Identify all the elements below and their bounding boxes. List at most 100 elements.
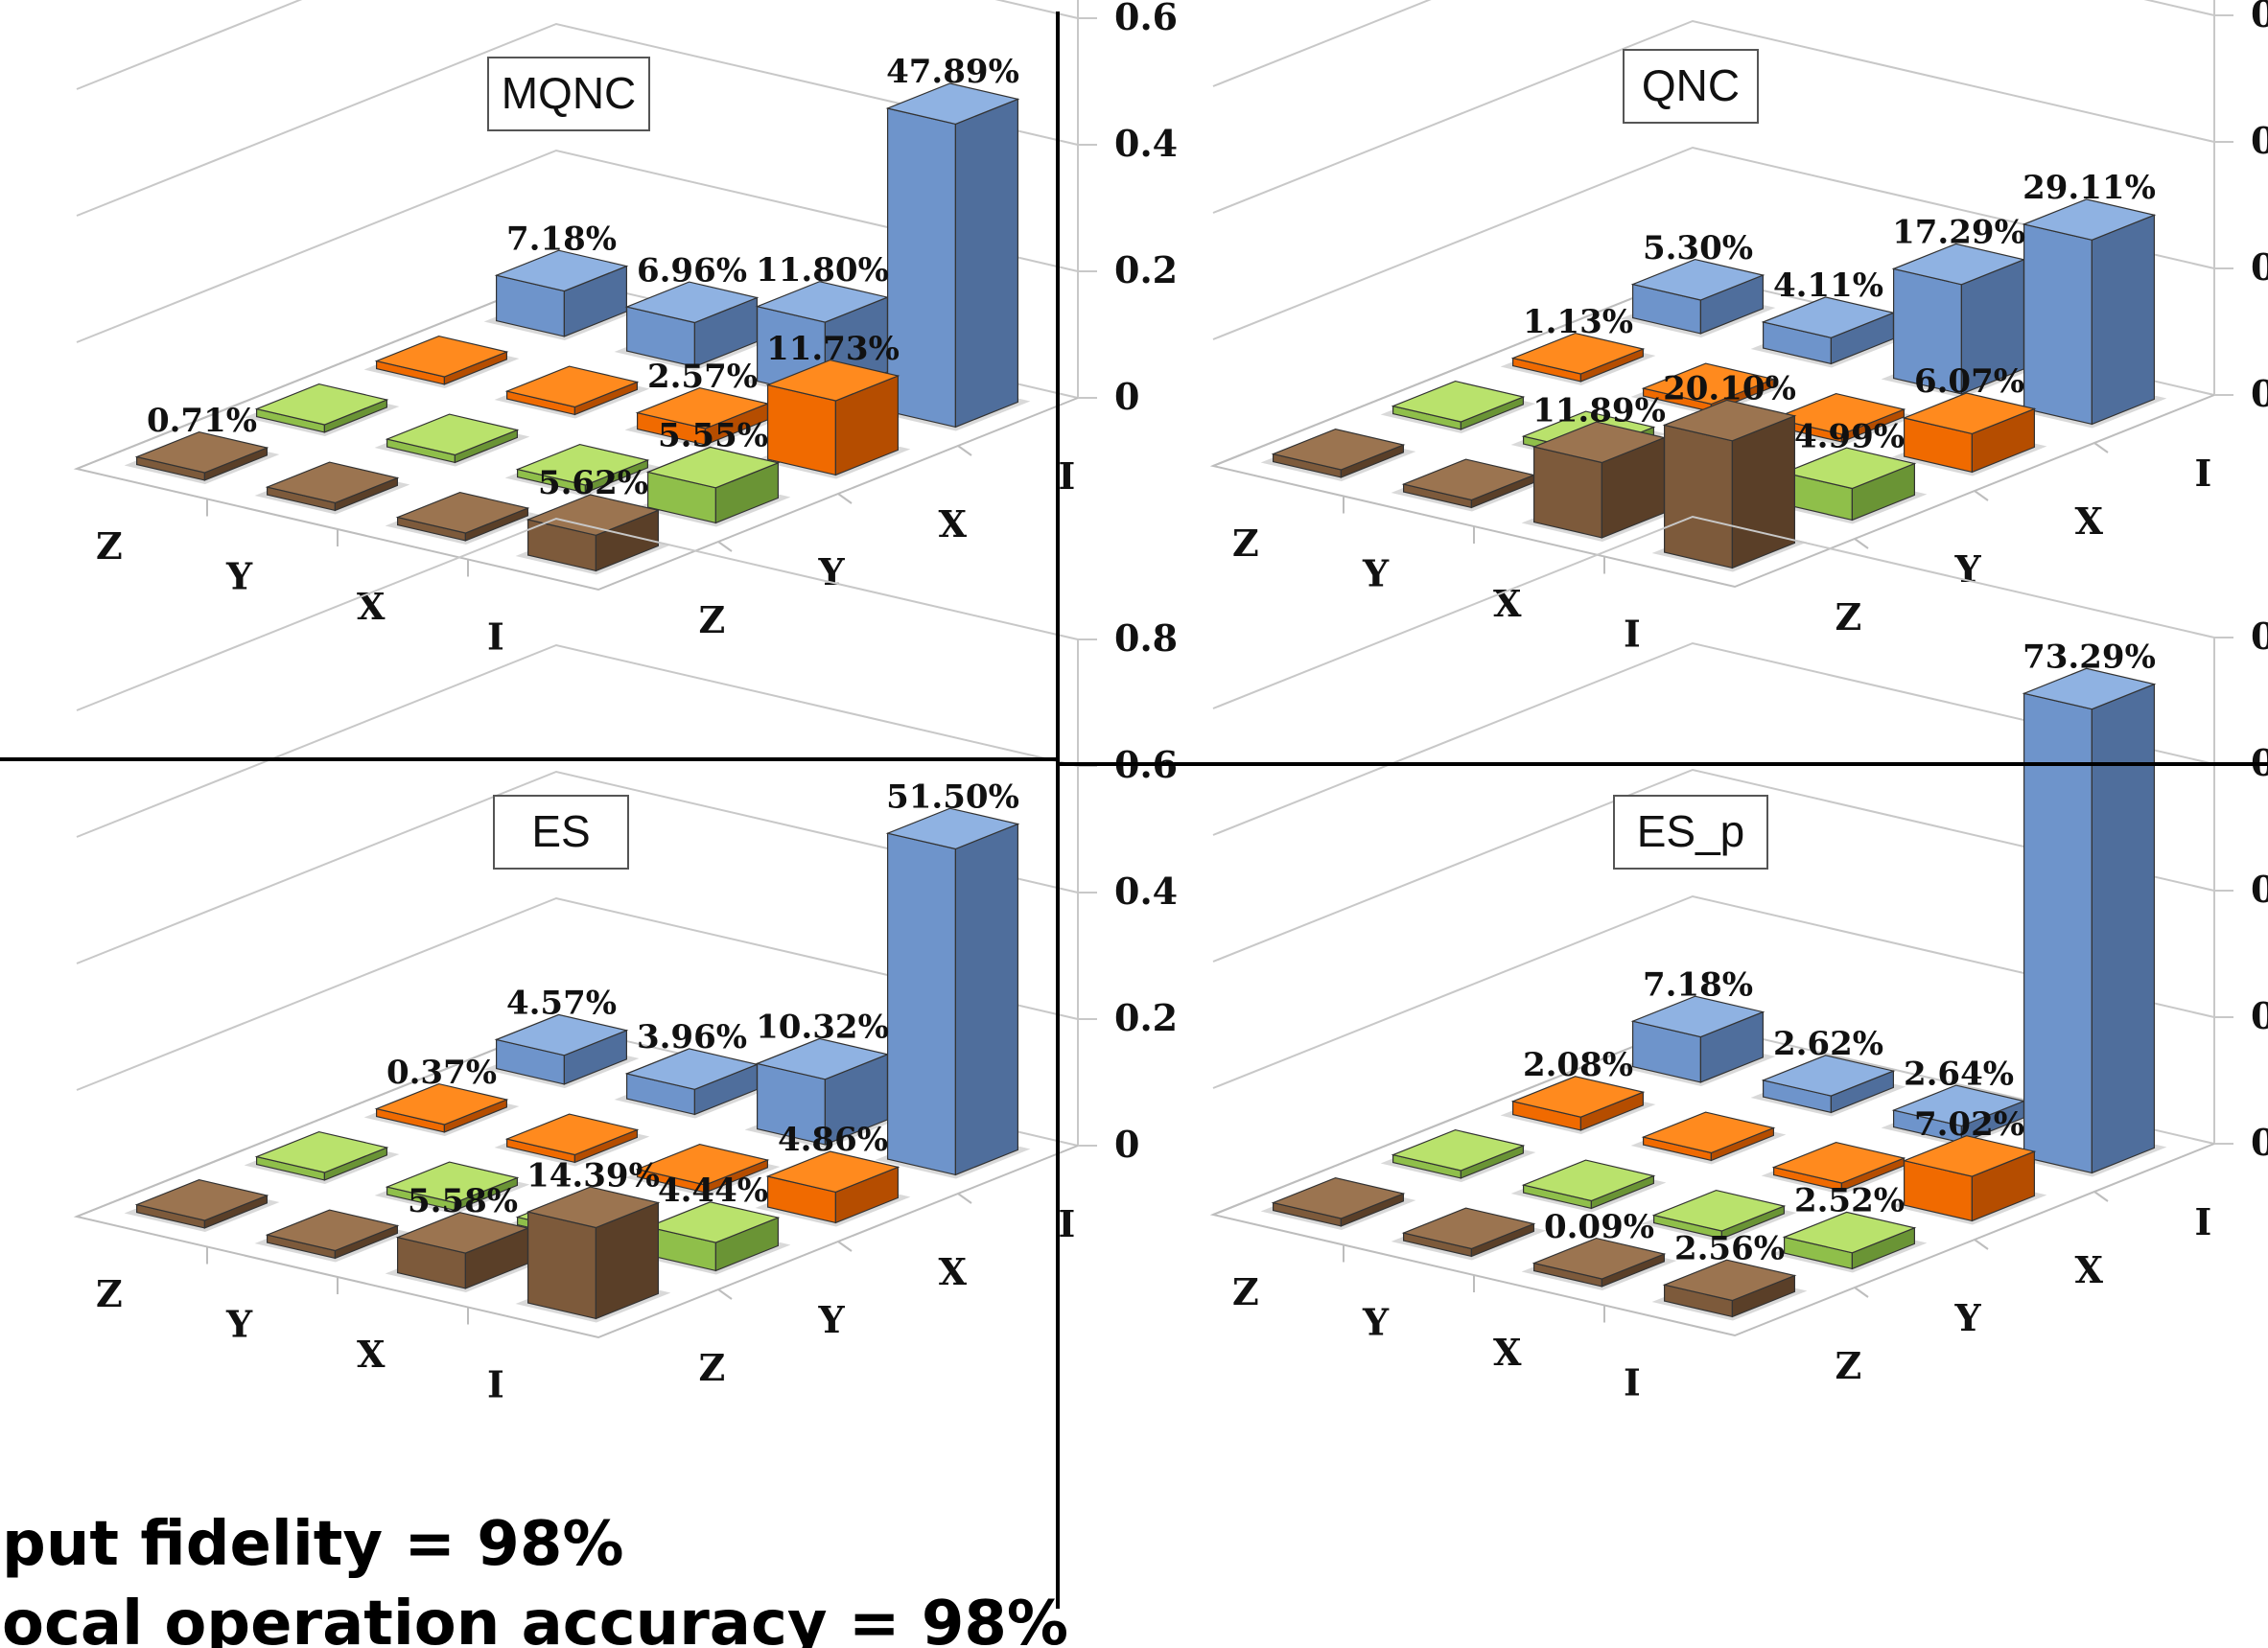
- bar-es-p-ix: [1891, 1135, 2047, 1225]
- bar-top-face: [885, 807, 1020, 850]
- row-axis-label: Y: [1362, 1300, 1390, 1343]
- bar-mqnc-yz: [254, 461, 410, 515]
- bar-top-face: [1391, 1128, 1526, 1172]
- chart-panels: 0.8 0.6 0.4 0.2 0 Z Y X I Z Y X I 7.18% 6.96%11.80% 47.…: [73, 0, 2268, 1405]
- data-label: 3.96%: [637, 1018, 747, 1056]
- data-label: 10.32%: [756, 1009, 889, 1047]
- bar-es-p-yz: [1391, 1207, 1547, 1261]
- floor-tick: [717, 541, 733, 552]
- data-label: 6.96%: [637, 251, 747, 290]
- col-axis-label: Y: [818, 550, 846, 593]
- data-label: 6.07%: [1914, 362, 2024, 401]
- col-axis-label: I: [2195, 452, 2212, 495]
- row-axis-label: X: [357, 585, 386, 628]
- title-box: [493, 795, 629, 870]
- z-tick-label: 0.8: [1114, 616, 1178, 660]
- bar-top-face: [385, 413, 520, 456]
- gridline: [76, 517, 1079, 711]
- data-label: 2.57%: [647, 358, 758, 396]
- floor-tick: [1854, 538, 1869, 549]
- data-label: 5.30%: [1643, 229, 1753, 267]
- bar-qnc-ii: [2011, 198, 2167, 429]
- data-label: 2.08%: [1523, 1046, 1633, 1084]
- bar-top-face: [254, 383, 389, 426]
- floor-tick: [2093, 1191, 2109, 1202]
- bar-top-face: [1771, 392, 1906, 435]
- bar-mqnc-yi: [614, 281, 770, 371]
- floor-tick: [1854, 1287, 1869, 1298]
- bar-top-face: [624, 281, 760, 324]
- bar-side-face: [1731, 414, 1796, 569]
- bar-top-face: [1510, 332, 1646, 375]
- bar-qnc-yz: [1391, 458, 1547, 512]
- z-tick-label: 0.6: [1114, 0, 1178, 38]
- col-axis-label: Y: [1954, 1296, 1982, 1339]
- bar-mqnc-zx: [363, 335, 520, 388]
- bar-top-face: [765, 359, 900, 402]
- floor-tick: [1974, 1239, 1989, 1250]
- bar-mqnc-zi: [483, 249, 640, 340]
- row-axis-label: I: [487, 615, 504, 658]
- bar-top-face: [254, 1130, 389, 1173]
- z-tick-label: 0.8: [2251, 615, 2268, 658]
- title-box: [1623, 49, 1759, 124]
- bar-top-face: [885, 82, 1020, 126]
- bar-es-yx: [494, 1113, 650, 1167]
- floor-tick: [837, 493, 853, 504]
- bar-front-face: [526, 1211, 597, 1320]
- data-label: 11.80%: [756, 251, 889, 290]
- row-axis-label: Z: [96, 524, 123, 568]
- title-text: ES_p: [1637, 806, 1745, 856]
- panel-title: MQNC: [487, 57, 650, 131]
- bar-es-p-yy: [1510, 1159, 1667, 1213]
- bar-front-face: [886, 832, 957, 1176]
- title-text: MQNC: [502, 68, 637, 118]
- col-axis-label: Z: [699, 598, 726, 641]
- col-axis-label: X: [2075, 499, 2104, 543]
- bar-top-face: [645, 446, 781, 489]
- bar-es-xx: [624, 1143, 781, 1196]
- data-label: 1.13%: [1523, 303, 1633, 341]
- bar-top-face: [526, 494, 661, 536]
- data-label: 7.02%: [1914, 1105, 2024, 1144]
- chart-panel-qnc: 0.8 0.6 0.4 0.2 0 Z Y X I Z Y X I 5.30% 4.11%17.29% 29.…: [1209, 0, 2268, 655]
- data-label: 11.73%: [766, 330, 900, 368]
- z-tick-label: 0: [1114, 1123, 1139, 1166]
- bar-top-face: [1641, 1111, 1776, 1154]
- bar-mqnc-xy: [504, 443, 661, 497]
- row-axis-label: X: [357, 1333, 386, 1376]
- bar-top-face: [265, 1209, 400, 1252]
- gridline: [76, 643, 1079, 838]
- bar-top-face: [134, 1178, 269, 1221]
- col-axis-label: I: [2195, 1200, 2212, 1243]
- data-label: 14.39%: [526, 1156, 660, 1195]
- bar-qnc-zi: [1620, 258, 1776, 337]
- row-axis-label: I: [1624, 612, 1641, 655]
- bar-es-iz: [515, 1186, 671, 1323]
- col-axis-label: Y: [1954, 547, 1982, 591]
- panel-title: QNC: [1623, 49, 1759, 124]
- bar-es-zz: [124, 1178, 280, 1232]
- bar-mqnc-iz: [515, 494, 671, 575]
- bar-es-p-yx: [1630, 1111, 1787, 1165]
- bar-es-yi: [614, 1048, 770, 1119]
- bar-top-face: [2022, 198, 2157, 241]
- data-label: 29.11%: [2022, 169, 2156, 207]
- bar-top-face: [1761, 1055, 1896, 1097]
- bar-top-face: [374, 1082, 509, 1126]
- bar-top-face: [1531, 1237, 1667, 1280]
- bar-es-p-iz: [1651, 1259, 1808, 1321]
- bar-es-p-zi: [1620, 995, 1776, 1086]
- bar-es-p-xy: [1641, 1189, 1797, 1242]
- bar-top-face: [635, 1143, 770, 1186]
- footer-line-2: ocal operation accuracy = 98%: [2, 1589, 1068, 1648]
- data-label: 47.89%: [886, 53, 1019, 91]
- bar-top-face: [1271, 1176, 1406, 1219]
- bar-es-p-xz: [1521, 1237, 1677, 1290]
- bar-top-face: [1662, 1259, 1797, 1302]
- z-tick-label: 0.4: [2251, 868, 2268, 911]
- gridline: [1212, 19, 2215, 214]
- bar-side-face: [2091, 683, 2155, 1174]
